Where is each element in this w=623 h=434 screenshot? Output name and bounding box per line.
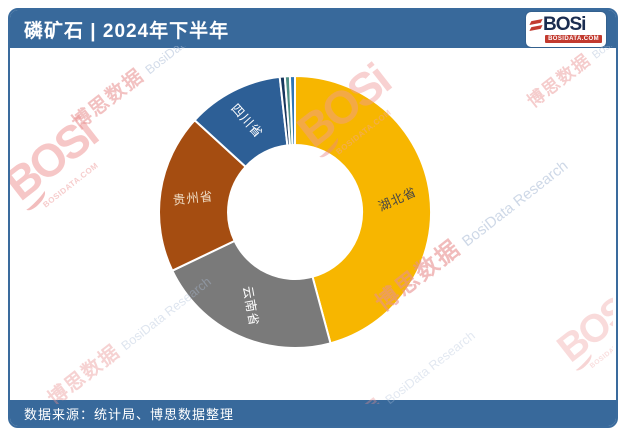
- logo-domain: BOSIDATA.COM: [545, 35, 602, 43]
- chart-area: [10, 48, 616, 400]
- logo-stripe-icon: [529, 25, 543, 31]
- logo-top: BOSi: [526, 12, 606, 34]
- logo-stripe-icon: [529, 19, 543, 25]
- bosi-logo: BOSi BOSIDATA.COM: [526, 12, 606, 47]
- logo-stripes-icon: [529, 19, 543, 31]
- data-source: 数据来源：统计局、博思数据整理: [24, 406, 235, 422]
- report-card: 磷矿石 | 2024年下半年 BOSi BOSIDATA.COM 数据来源：统计…: [8, 8, 618, 428]
- chart-title: 磷矿石 | 2024年下半年: [24, 20, 230, 42]
- footer-bar: 数据来源：统计局、博思数据整理: [10, 400, 616, 426]
- logo-text: BOSi: [543, 14, 586, 35]
- header-bar: 磷矿石 | 2024年下半年 BOSi BOSIDATA.COM: [10, 10, 616, 48]
